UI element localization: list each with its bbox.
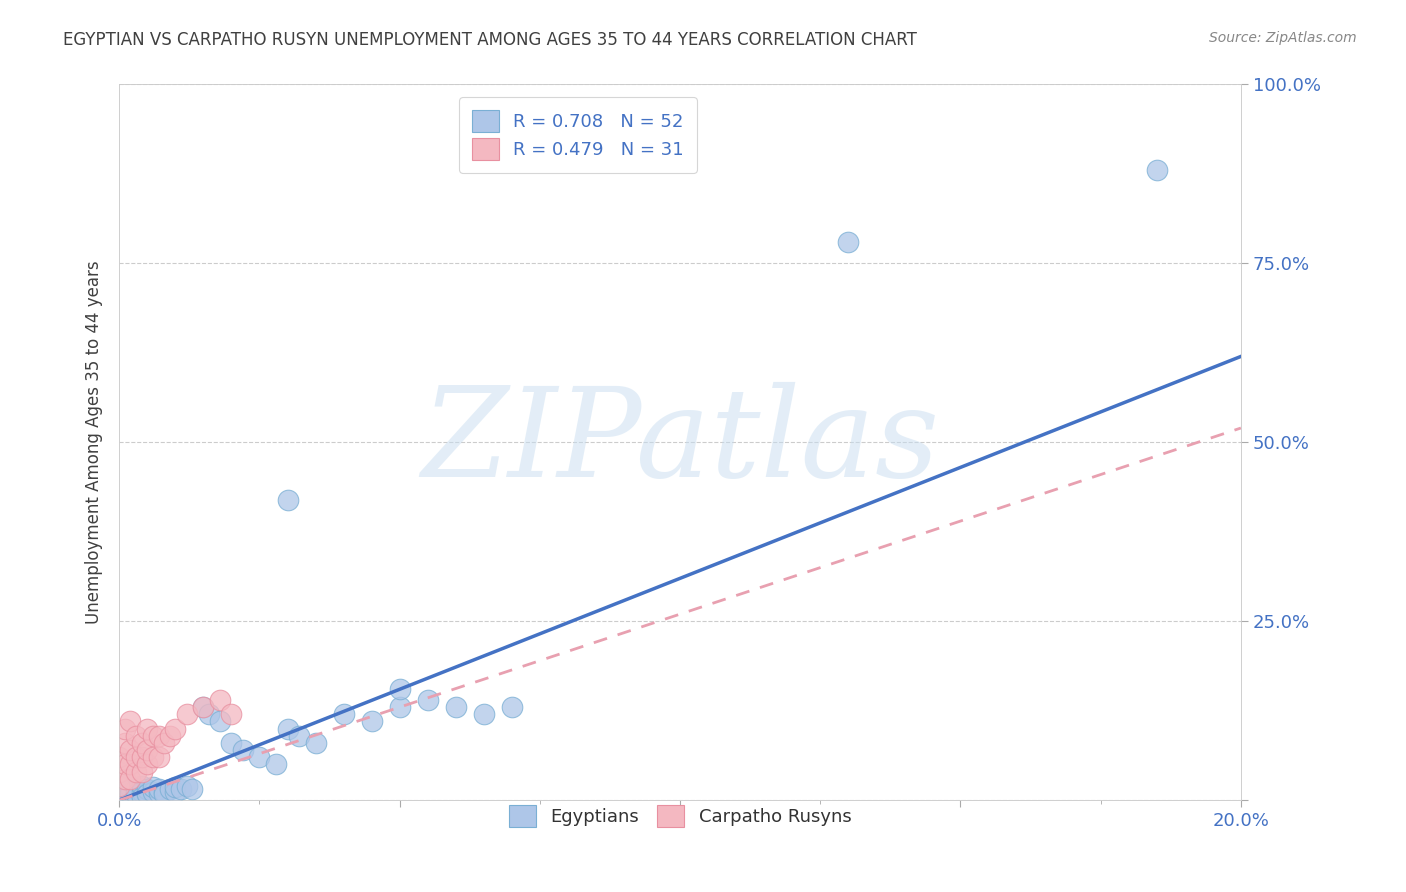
Point: [125, 750, 148, 764]
Point: [416, 693, 439, 707]
Point: [209, 714, 232, 729]
Point: [176, 707, 198, 722]
Point: [120, 714, 142, 729]
Point: [837, 235, 859, 249]
Point: [360, 714, 382, 729]
Point: [114, 722, 136, 736]
Point: [1146, 163, 1168, 178]
Point: [181, 782, 204, 797]
Point: [159, 729, 181, 743]
Point: [501, 700, 523, 714]
Point: [120, 782, 142, 797]
Point: [131, 784, 153, 798]
Point: [136, 722, 159, 736]
Point: [108, 779, 131, 793]
Point: [114, 779, 136, 793]
Point: [131, 750, 153, 764]
Point: [114, 757, 136, 772]
Point: [136, 786, 159, 800]
Point: [148, 782, 170, 797]
Point: [125, 782, 148, 797]
Point: [193, 700, 215, 714]
Point: [472, 707, 495, 722]
Point: [120, 757, 142, 772]
Point: [108, 764, 131, 779]
Point: [120, 788, 142, 802]
Text: ZIPatlas: ZIPatlas: [420, 382, 939, 503]
Point: [120, 743, 142, 757]
Y-axis label: Unemployment Among Ages 35 to 44 years: Unemployment Among Ages 35 to 44 years: [86, 260, 103, 624]
Point: [125, 788, 148, 802]
Point: [114, 784, 136, 798]
Point: [221, 707, 243, 722]
Point: [142, 784, 165, 798]
Point: [114, 788, 136, 802]
Point: [142, 780, 165, 795]
Point: [153, 788, 176, 802]
Text: Source: ZipAtlas.com: Source: ZipAtlas.com: [1209, 31, 1357, 45]
Text: EGYPTIAN VS CARPATHO RUSYN UNEMPLOYMENT AMONG AGES 35 TO 44 YEARS CORRELATION CH: EGYPTIAN VS CARPATHO RUSYN UNEMPLOYMENT …: [63, 31, 917, 49]
Point: [120, 772, 142, 786]
Point: [148, 750, 170, 764]
Point: [108, 786, 131, 800]
Point: [136, 788, 159, 802]
Point: [276, 492, 298, 507]
Point: [131, 736, 153, 750]
Point: [193, 700, 215, 714]
Point: [136, 743, 159, 757]
Point: [388, 700, 411, 714]
Point: [114, 772, 136, 786]
Point: [131, 764, 153, 779]
Point: [136, 757, 159, 772]
Point: [125, 786, 148, 800]
Point: [131, 789, 153, 804]
Point: [249, 750, 271, 764]
Point: [120, 780, 142, 795]
Point: [165, 780, 187, 795]
Point: [153, 736, 176, 750]
Point: [148, 729, 170, 743]
Point: [170, 782, 193, 797]
Point: [332, 707, 354, 722]
Point: [142, 729, 165, 743]
Point: [165, 784, 187, 798]
Point: [114, 736, 136, 750]
Point: [108, 750, 131, 764]
Point: [131, 779, 153, 793]
Point: [276, 722, 298, 736]
Point: [232, 743, 254, 757]
Point: [120, 786, 142, 800]
Point: [153, 784, 176, 798]
Point: [159, 782, 181, 797]
Point: [136, 782, 159, 797]
Point: [125, 764, 148, 779]
Point: [108, 782, 131, 797]
Point: [176, 779, 198, 793]
Legend: Egyptians, Carpatho Rusyns: Egyptians, Carpatho Rusyns: [502, 797, 859, 834]
Point: [304, 736, 326, 750]
Point: [444, 700, 467, 714]
Point: [142, 750, 165, 764]
Point: [287, 729, 309, 743]
Point: [125, 729, 148, 743]
Point: [388, 682, 411, 697]
Point: [165, 722, 187, 736]
Point: [114, 789, 136, 804]
Point: [209, 693, 232, 707]
Point: [148, 786, 170, 800]
Point: [198, 707, 221, 722]
Point: [221, 736, 243, 750]
Point: [266, 757, 288, 772]
